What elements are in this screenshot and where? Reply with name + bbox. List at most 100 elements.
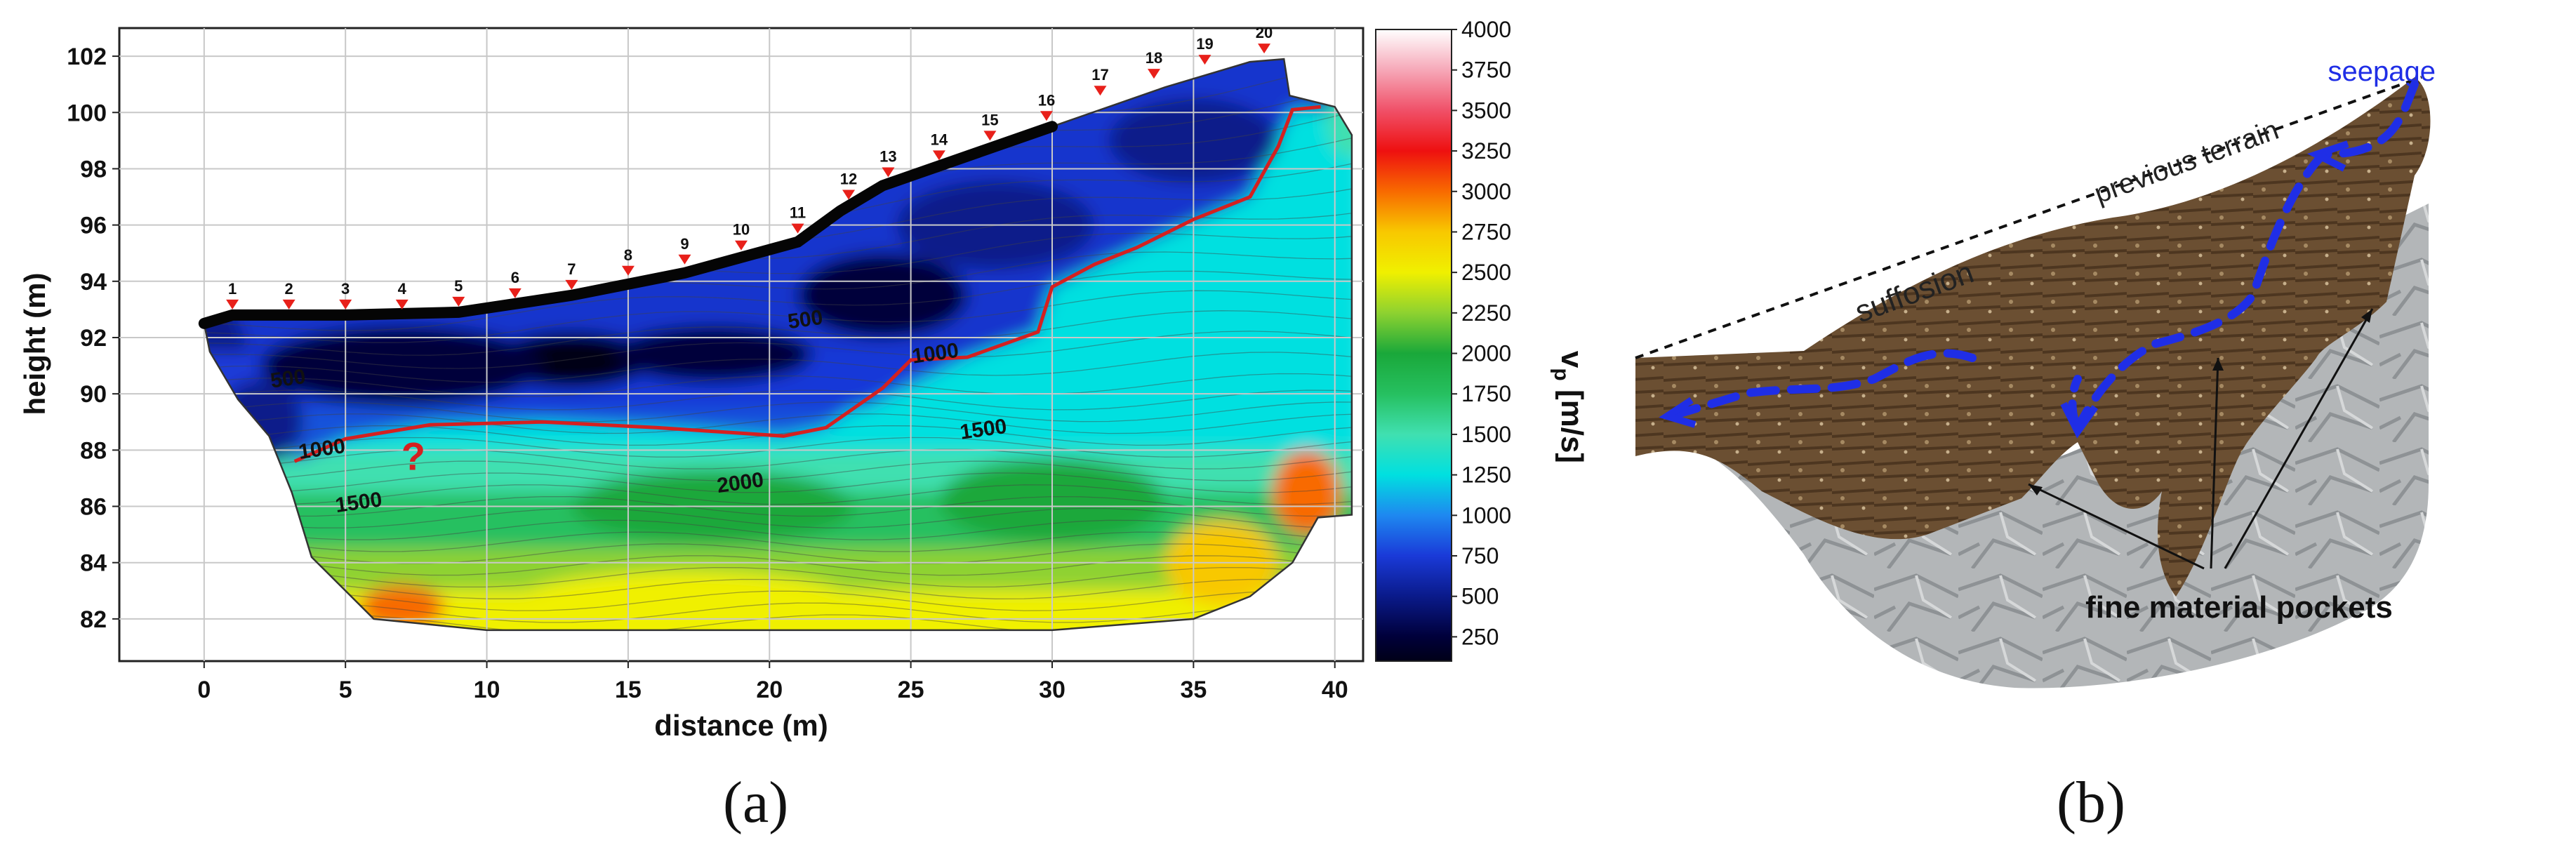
y-tick-label: 102: [67, 44, 107, 70]
geophone-marker: [678, 254, 691, 265]
geophone-label: 17: [1091, 66, 1108, 84]
colorbar-tick-label: 1750: [1461, 381, 1511, 406]
seepage-arrowhead-left: [1659, 397, 1697, 428]
previous-terrain-line: [1635, 76, 2422, 359]
geophone-marker: [882, 167, 895, 178]
y-tick-label: 84: [80, 550, 107, 577]
geophone-marker: [565, 279, 578, 290]
velocity-anomaly: [797, 253, 968, 338]
x-tick-label: 35: [1180, 677, 1207, 703]
geophone-label: 3: [341, 280, 350, 298]
colorbar-tick-label: 1000: [1461, 502, 1511, 528]
colorbar-tick-label: 2500: [1461, 260, 1511, 285]
colorbar-tick-label: 3750: [1461, 58, 1511, 83]
velocity-anomaly: [613, 326, 812, 383]
field-photo-illustration: previous terrain suffosion seepage fine …: [1635, 63, 2436, 688]
colorbar-tick-label: 3500: [1461, 98, 1511, 123]
colorbar-tick-label: 250: [1461, 624, 1499, 649]
velocity-anomaly: [260, 326, 544, 406]
geophone-label: 9: [680, 235, 689, 253]
geophone-label: 1: [228, 280, 237, 298]
velocity-interface-1000: [293, 105, 1321, 463]
seepage-path: [1673, 80, 2419, 432]
x-tick-label: 30: [1039, 677, 1065, 703]
geophone-marker: [842, 189, 856, 200]
geophone-label: 7: [567, 260, 576, 278]
geophone-label: 19: [1196, 35, 1213, 53]
y-tick-label: 92: [80, 325, 107, 352]
geophone-marker: [1198, 55, 1211, 65]
colorbar-ticks: 4000 3750 3500 3250 3000 2750 2500 2250 2000 1750…: [1452, 17, 1511, 649]
geophone-label: 15: [981, 111, 998, 128]
pocket-pointer-lines: [2028, 308, 2374, 570]
contour-value-label: 500: [786, 306, 824, 334]
seepage-arrowhead-upper: [2306, 140, 2349, 172]
geophone-marker: [1147, 69, 1160, 79]
mid-velocity-zone: [825, 109, 1352, 451]
x-tick-label: 5: [339, 677, 352, 703]
colorbar: [1375, 29, 1452, 662]
x-axis-label: distance (m): [654, 709, 828, 742]
topography-surface: [198, 121, 1058, 329]
x-tick-label: 0: [197, 677, 211, 703]
y-axis-ticks: 82 84 86 88 90 92 94 96 98 100 102: [67, 44, 119, 633]
gridlines: [119, 28, 1363, 661]
y-axis-label: height (m): [18, 273, 51, 415]
geophone-marker: [282, 299, 296, 309]
y-tick-label: 86: [80, 494, 107, 521]
y-tick-label: 88: [80, 437, 107, 464]
geophone-marker: [508, 288, 522, 298]
x-tick-label: 20: [756, 677, 783, 703]
geophone-label: 6: [511, 269, 519, 286]
geophone-label: 13: [879, 147, 896, 165]
geophone-label: 2: [285, 280, 293, 298]
geophone-marker: [339, 299, 352, 309]
velocity-anomaly: [514, 571, 855, 630]
y-tick-label: 96: [80, 213, 107, 239]
geophone-label: 14: [931, 131, 948, 148]
x-axis-ticks: 0 5 10 15 20 25 30 35 40: [197, 661, 1348, 703]
geophone-marker: [983, 131, 997, 141]
fine-material-pockets-label: fine material pockets: [2085, 590, 2393, 625]
x-tick-label: 10: [474, 677, 500, 703]
colorbar-tick-label: 2250: [1461, 300, 1511, 326]
panel-label-a: (a): [723, 770, 789, 835]
colorbar-tick-label: 4000: [1461, 17, 1511, 42]
colorbar-tick-label: 1500: [1461, 422, 1511, 447]
geophone-marker: [735, 240, 748, 251]
geophone-label: 10: [733, 221, 750, 239]
velocity-anomaly: [1273, 450, 1341, 535]
x-tick-label: 40: [1322, 677, 1348, 703]
geophone-marker: [395, 299, 409, 309]
geophone-label: 18: [1146, 49, 1162, 67]
geophone-label: 4: [398, 280, 407, 298]
colorbar-tick-label: 1250: [1461, 462, 1511, 488]
contour-value-label: 500: [269, 365, 307, 393]
colorbar-tick-label: 750: [1461, 543, 1499, 568]
geophone-label: 16: [1038, 91, 1055, 109]
colorbar-tick-label: 3250: [1461, 138, 1511, 164]
geophone-marker: [621, 265, 635, 276]
x-tick-label: 15: [615, 677, 642, 703]
geophone-marker: [226, 299, 239, 309]
colorbar-tick-label: 2000: [1461, 341, 1511, 366]
geophone-label: 12: [840, 171, 857, 188]
geophone-label: 20: [1256, 24, 1273, 41]
geophone-marker: [932, 150, 945, 161]
colorbar-tick-label: 500: [1461, 584, 1499, 609]
colorbar-tick-label: 2750: [1461, 219, 1511, 244]
y-tick-label: 90: [80, 381, 107, 408]
geophone-marker: [452, 296, 465, 307]
seepage-arrowhead-middle: [2060, 401, 2099, 439]
y-tick-label: 94: [80, 269, 107, 295]
y-tick-label: 82: [80, 606, 107, 633]
colorbar-tick-label: 3000: [1461, 179, 1511, 204]
geophone-marker: [1258, 44, 1271, 54]
x-tick-label: 25: [898, 677, 924, 703]
geophone-marker: [1094, 86, 1107, 96]
geophone-marker: [791, 223, 804, 234]
colorbar-label: vp [m/s]: [1550, 351, 1589, 463]
question-mark: ?: [401, 434, 425, 478]
